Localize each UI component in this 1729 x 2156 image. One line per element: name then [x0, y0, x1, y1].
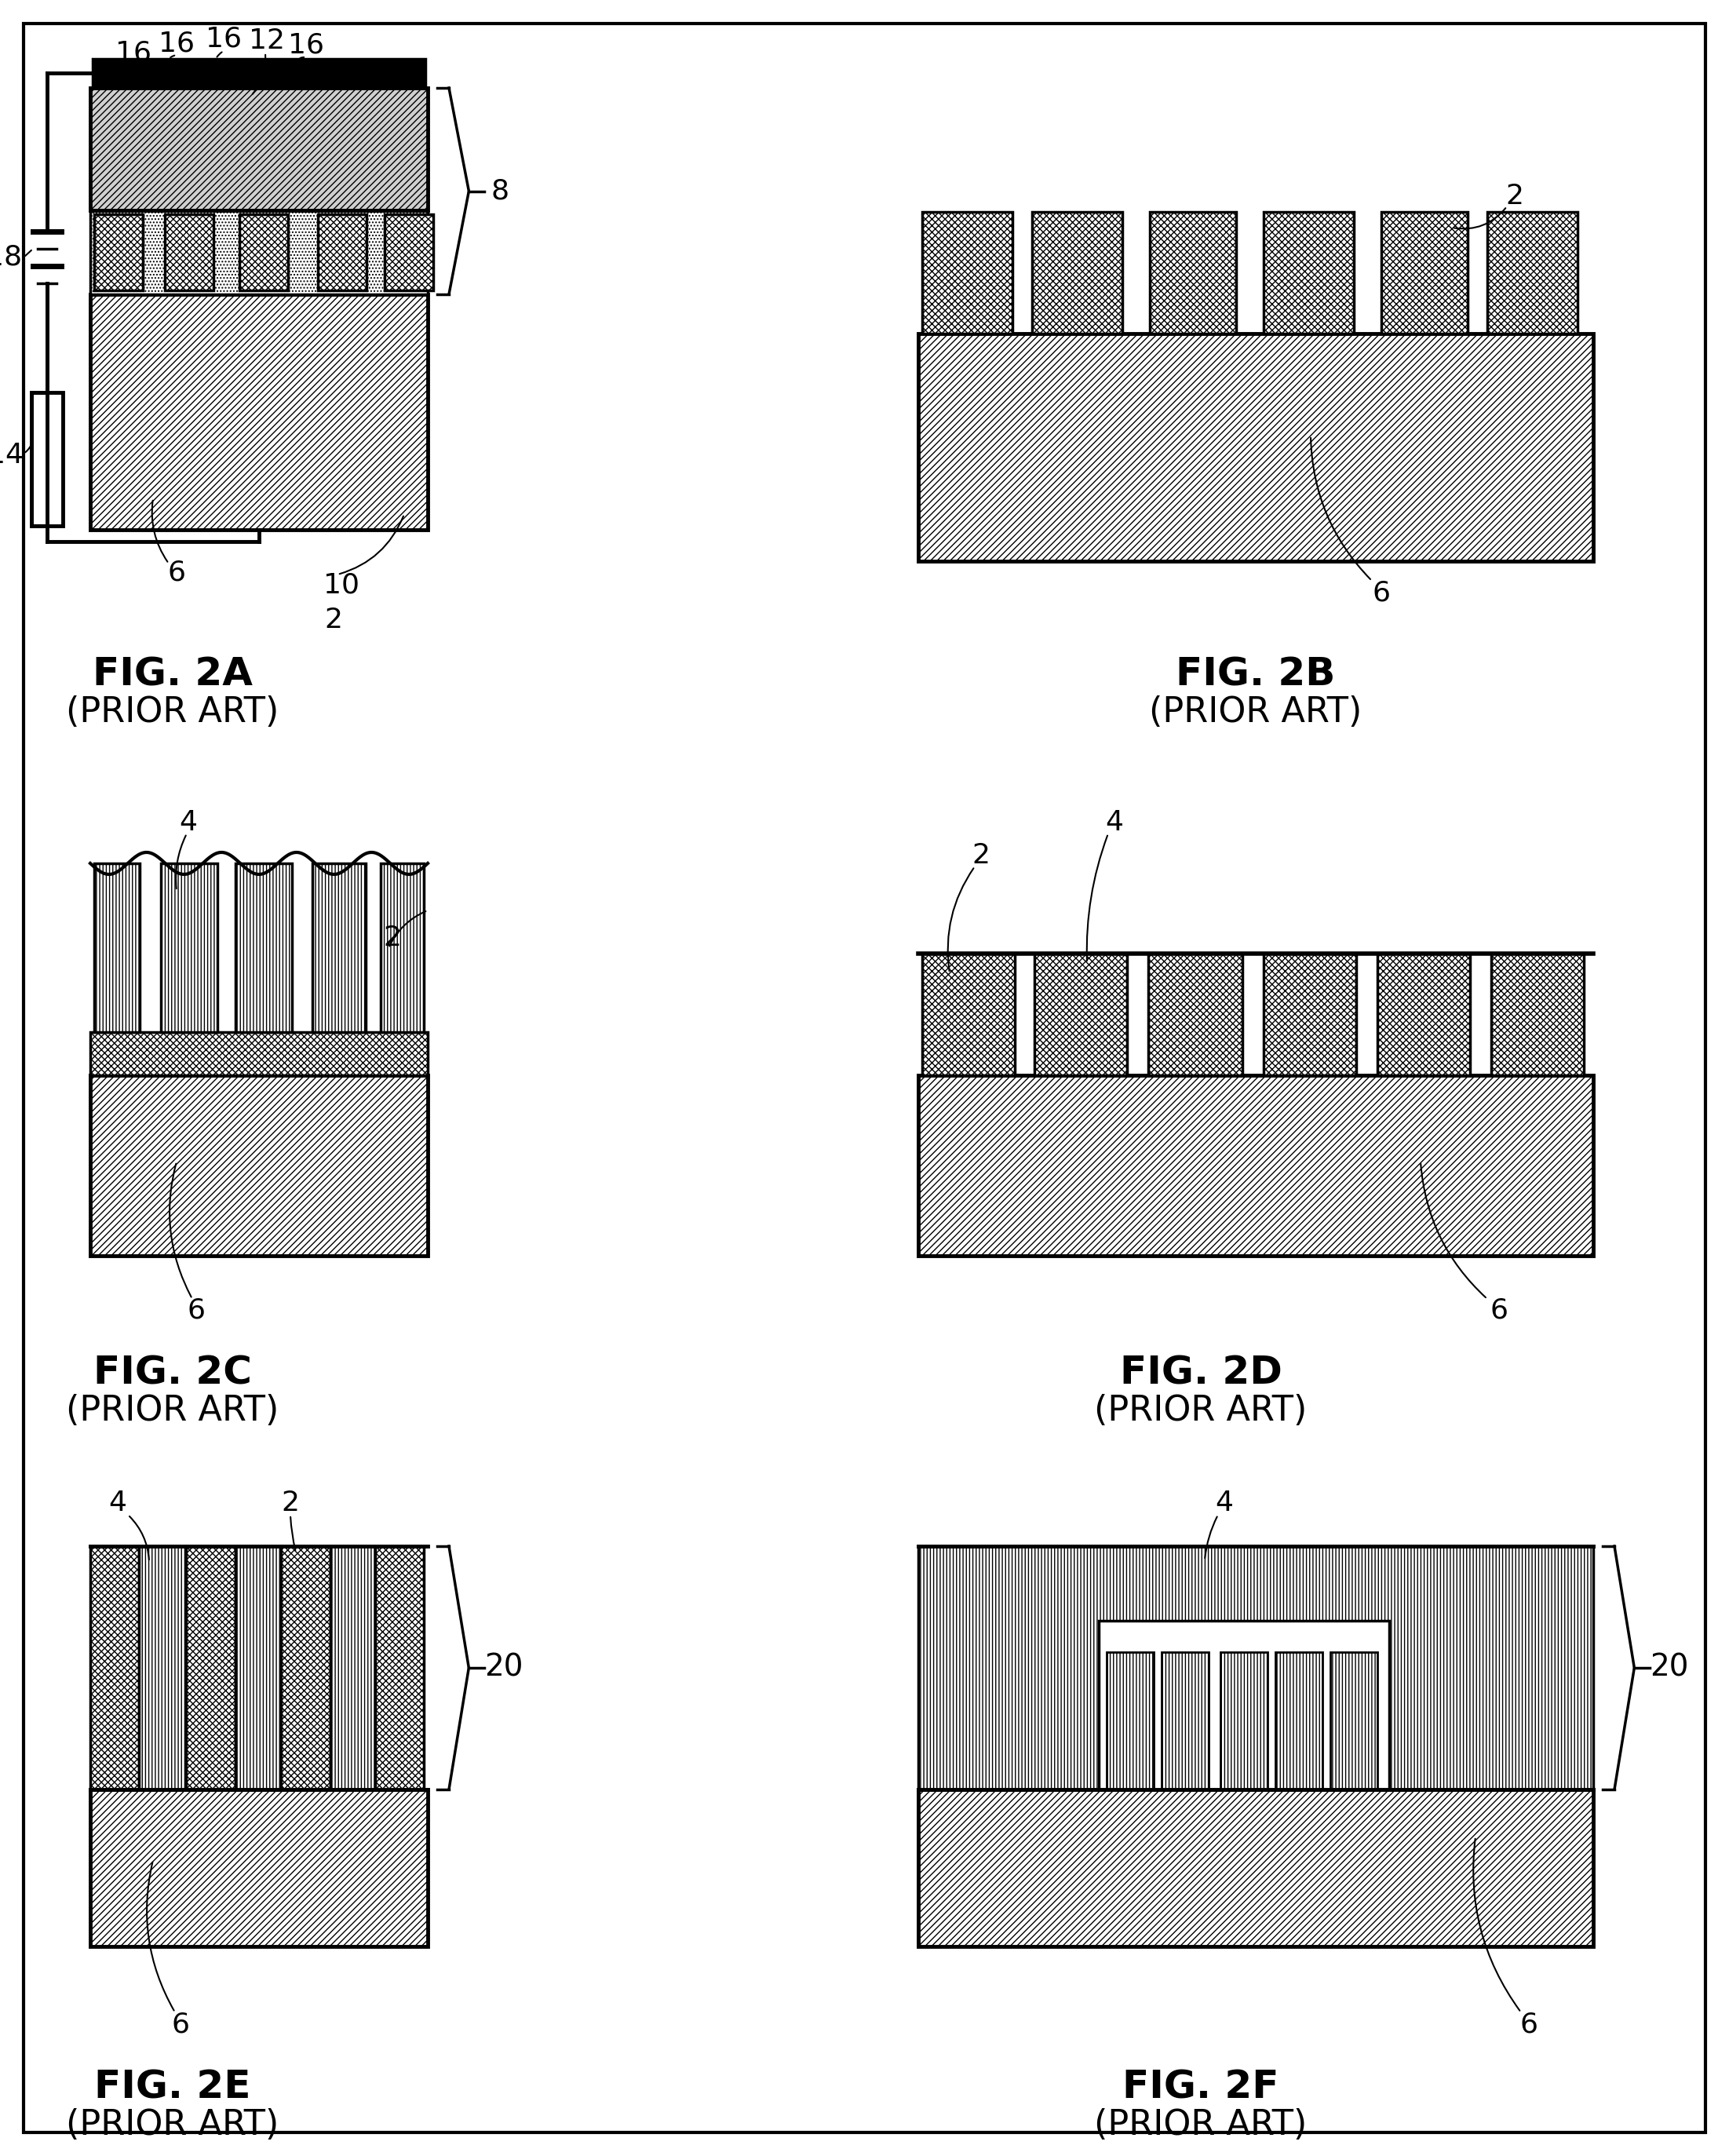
Bar — [90, 211, 427, 295]
Bar — [235, 1546, 282, 1789]
Text: (PRIOR ART): (PRIOR ART) — [1150, 696, 1362, 729]
Text: 16: 16 — [206, 26, 242, 52]
Text: FIG. 2F: FIG. 2F — [1122, 2070, 1279, 2106]
Bar — [93, 58, 425, 88]
Text: 12: 12 — [249, 28, 285, 54]
Bar — [164, 213, 213, 291]
Bar — [93, 213, 144, 291]
Text: 4: 4 — [180, 808, 197, 837]
Bar — [922, 211, 1013, 334]
Text: 14: 14 — [0, 442, 24, 468]
Text: 6: 6 — [168, 561, 185, 586]
Bar — [384, 213, 434, 291]
Bar — [918, 1546, 1592, 1789]
Bar — [1107, 1651, 1153, 1789]
Text: 2: 2 — [384, 925, 401, 951]
Text: 4: 4 — [1105, 808, 1124, 837]
Bar — [1032, 211, 1122, 334]
Text: 6: 6 — [1490, 1298, 1508, 1324]
Bar — [330, 1546, 375, 1789]
Text: FIG. 2B: FIG. 2B — [1176, 655, 1335, 694]
Text: 2: 2 — [325, 606, 342, 634]
Text: 2: 2 — [972, 843, 991, 869]
Bar — [1378, 953, 1470, 1076]
Text: (PRIOR ART): (PRIOR ART) — [66, 696, 278, 729]
Bar — [318, 213, 367, 291]
Bar — [1150, 211, 1236, 334]
Bar — [90, 1076, 427, 1255]
Bar — [90, 1546, 138, 1789]
Text: 16: 16 — [116, 41, 152, 67]
Text: 6: 6 — [1373, 580, 1390, 606]
Bar — [313, 862, 367, 1033]
Text: FIG. 2D: FIG. 2D — [1120, 1354, 1281, 1393]
Text: 6: 6 — [187, 1298, 206, 1324]
Bar — [90, 88, 427, 211]
Bar — [918, 334, 1592, 561]
Bar — [187, 1546, 235, 1789]
Bar — [1162, 1651, 1209, 1789]
Text: 18: 18 — [0, 244, 22, 272]
Bar — [1276, 1651, 1323, 1789]
Text: 2: 2 — [282, 1490, 299, 1516]
Text: (PRIOR ART): (PRIOR ART) — [66, 1395, 278, 1427]
Bar — [93, 862, 140, 1033]
Bar — [1221, 1651, 1267, 1789]
Bar — [918, 1789, 1592, 1947]
Bar — [161, 862, 218, 1033]
Text: FIG. 2E: FIG. 2E — [95, 2070, 251, 2106]
Text: 2: 2 — [1506, 183, 1523, 209]
Bar — [1264, 211, 1354, 334]
Bar — [1098, 1621, 1388, 1789]
Bar — [380, 862, 424, 1033]
Bar — [1487, 211, 1577, 334]
Bar — [1034, 953, 1127, 1076]
Bar — [375, 1546, 424, 1789]
Text: 10: 10 — [323, 571, 360, 597]
Bar — [282, 1546, 330, 1789]
Text: 6: 6 — [1520, 2012, 1537, 2037]
Bar — [90, 1033, 427, 1076]
Bar — [1330, 1651, 1378, 1789]
Bar — [922, 953, 1015, 1076]
Bar — [1381, 211, 1468, 334]
Text: FIG. 2C: FIG. 2C — [93, 1354, 252, 1393]
Bar — [31, 392, 62, 526]
Text: 4: 4 — [1215, 1490, 1233, 1516]
Bar — [90, 1789, 427, 1947]
Text: (PRIOR ART): (PRIOR ART) — [66, 2109, 278, 2143]
Bar — [1264, 953, 1356, 1076]
Text: 16: 16 — [289, 32, 323, 58]
Bar — [138, 1546, 187, 1789]
Bar — [235, 862, 292, 1033]
Text: 16: 16 — [159, 30, 195, 56]
Bar — [918, 1076, 1592, 1255]
Text: 20: 20 — [484, 1654, 524, 1682]
Text: FIG. 2A: FIG. 2A — [93, 655, 252, 694]
Text: (PRIOR ART): (PRIOR ART) — [1094, 2109, 1307, 2143]
Text: 4: 4 — [109, 1490, 126, 1516]
Text: 20: 20 — [1649, 1654, 1689, 1682]
Bar — [1148, 953, 1243, 1076]
Text: (PRIOR ART): (PRIOR ART) — [1094, 1395, 1307, 1427]
Bar — [90, 295, 427, 530]
Bar — [1490, 953, 1584, 1076]
Text: 6: 6 — [171, 2012, 190, 2037]
Text: 8: 8 — [491, 177, 508, 205]
Bar — [239, 213, 289, 291]
